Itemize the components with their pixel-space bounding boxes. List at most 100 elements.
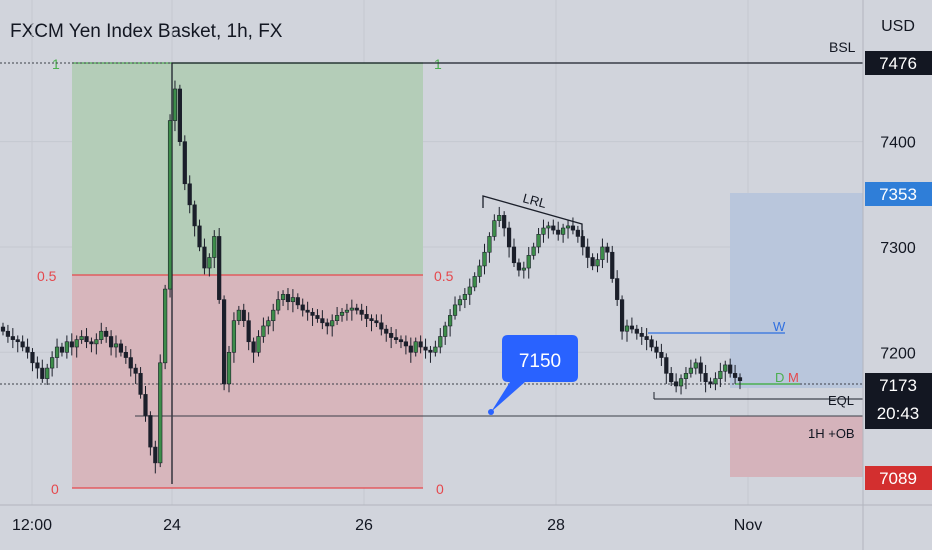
callout-anchor — [488, 409, 494, 415]
x-axis-ticks: 12:00 24 26 28 Nov — [12, 517, 762, 534]
candle-body — [615, 278, 620, 300]
candle-body — [379, 322, 384, 330]
candle-body — [133, 367, 138, 374]
current-price-value: 7173 — [879, 376, 917, 395]
candle-body — [300, 304, 305, 311]
candle-body — [315, 315, 320, 319]
candle-body — [54, 346, 60, 358]
candle-body — [59, 346, 65, 353]
candle-body — [580, 236, 585, 248]
candle-body — [5, 330, 11, 337]
candle-body — [443, 325, 448, 337]
upper-price-value: 7353 — [879, 185, 917, 204]
callout-label: 7150 — [519, 351, 561, 372]
upper-target-box — [730, 193, 863, 388]
candle-body — [310, 311, 315, 316]
candle-body — [207, 257, 212, 269]
candle-body — [276, 299, 281, 311]
candle-body — [477, 265, 482, 277]
fib-label-0-right: 0 — [436, 481, 444, 497]
fib-label-0-left: 0 — [51, 481, 59, 497]
candle-body — [285, 294, 291, 303]
lrl-line — [482, 195, 583, 240]
candle-body — [320, 318, 325, 324]
candle-body — [531, 246, 536, 256]
candle-body — [674, 381, 679, 387]
candle-body — [428, 349, 433, 353]
fib-label-half-left: 0.5 — [37, 268, 57, 284]
candle-body — [708, 381, 713, 385]
candle-body — [649, 339, 654, 348]
candle-body — [644, 336, 649, 340]
lower-target-box — [730, 416, 863, 477]
candle-body — [664, 357, 669, 374]
fib-green-zone — [72, 63, 423, 275]
candle-body — [654, 346, 659, 353]
candle-body — [698, 362, 703, 374]
candle-body — [398, 339, 404, 343]
candle-body — [737, 377, 743, 382]
candle-body — [728, 364, 733, 374]
y-axis-ticks: 7200 7300 7400 — [880, 135, 916, 363]
candle-body — [50, 357, 55, 369]
eql-label: EQL — [828, 393, 854, 408]
candle-body — [15, 339, 20, 343]
candle-body — [688, 367, 693, 374]
candle-body — [172, 88, 178, 121]
candle-body — [212, 236, 217, 258]
candle-body — [113, 343, 119, 348]
bsl-label: BSL — [829, 39, 856, 55]
candle-body — [138, 373, 143, 395]
chart-title: FXCM Yen Index Basket, 1h, FX — [10, 21, 283, 42]
fib-label-1-left: 1 — [52, 56, 60, 72]
candle-body — [99, 330, 104, 340]
candle-body — [128, 357, 133, 369]
candle-body — [506, 227, 512, 248]
candle-body — [565, 225, 571, 229]
candle-body — [158, 362, 163, 464]
candle-body — [713, 378, 718, 385]
candle-body — [492, 220, 497, 237]
candle-body — [0, 326, 6, 332]
candle-body — [295, 297, 300, 306]
countdown-value: 20:43 — [877, 404, 920, 423]
candle-body — [536, 234, 541, 248]
candles — [0, 80, 743, 474]
d-label: D — [775, 370, 784, 385]
candle-body — [629, 325, 635, 330]
candle-body — [261, 325, 266, 337]
x-tick-label: Nov — [734, 517, 762, 534]
candle-body — [104, 330, 109, 337]
candle-body — [10, 336, 15, 340]
candle-body — [359, 309, 364, 315]
candle-body — [718, 370, 723, 379]
candle-body — [472, 276, 477, 288]
candle-body — [226, 351, 232, 385]
candle-body — [585, 246, 590, 258]
candle-body — [511, 246, 517, 264]
fib-label-1-right: 1 — [434, 56, 442, 72]
candle-body — [457, 299, 463, 306]
candle-body — [605, 246, 610, 253]
candle-body — [659, 351, 664, 358]
fib-label-half-right: 0.5 — [434, 268, 454, 284]
candle-body — [413, 341, 418, 353]
candle-body — [723, 364, 728, 372]
lower-price-badge — [865, 466, 932, 490]
candle-body — [153, 446, 158, 464]
y-tick-label: 7200 — [880, 345, 916, 362]
y-tick-label: 7400 — [880, 135, 916, 152]
candle-body — [570, 225, 576, 231]
candle-body — [600, 246, 605, 260]
current-price-badge — [865, 373, 932, 429]
candle-body — [669, 373, 674, 383]
candle-body — [502, 215, 507, 229]
candle-body — [167, 120, 173, 290]
candle-body — [561, 227, 566, 235]
candle-body — [374, 320, 379, 324]
candle-body — [290, 297, 295, 303]
candle-body — [187, 183, 192, 206]
lrl-label: LRL — [521, 190, 548, 211]
x-tick-label: 26 — [355, 517, 373, 534]
